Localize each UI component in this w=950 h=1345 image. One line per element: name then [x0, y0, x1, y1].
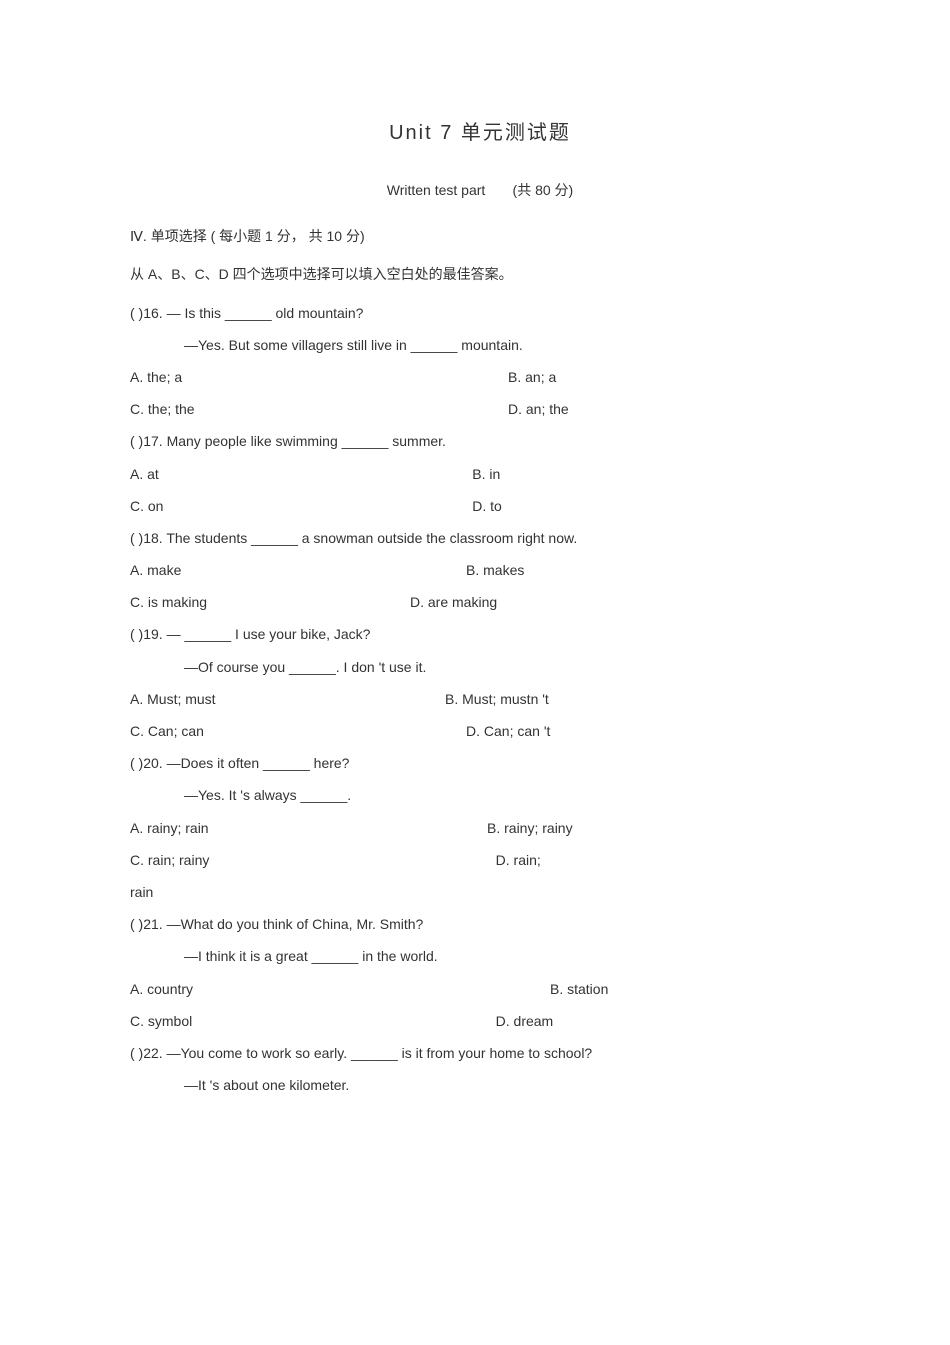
q22-stem: ( )22. —You come to work so early. _____…: [130, 1037, 830, 1069]
q16-optB: B. an; a: [508, 361, 830, 393]
q17-optC: C. on: [130, 490, 460, 522]
subtitle: Written test part (共 80 分): [130, 174, 830, 206]
q16-line2: —Yes. But some villagers still live in _…: [130, 329, 830, 361]
q21-optB: B. station: [550, 973, 830, 1005]
subtitle-left: Written test part: [387, 182, 486, 198]
q16-row1: A. the; a B. an; a: [130, 361, 830, 393]
q19-stem: ( )19. — ______ I use your bike, Jack?: [130, 618, 830, 650]
q19-row2: C. Can; can D. Can; can 't: [130, 715, 830, 747]
section-head: Ⅳ. 单项选择 ( 每小题 1 分， 共 10 分): [130, 220, 830, 252]
q21-optA: A. country: [130, 973, 550, 1005]
q16-stem: ( )16. — Is this ______ old mountain?: [130, 297, 830, 329]
q20-tail: rain: [130, 876, 830, 908]
q20-row1: A. rainy; rain B. rainy; rainy: [130, 812, 830, 844]
q18-row2: C. is making D. are making: [130, 586, 830, 618]
q18-optB: B. makes: [466, 554, 788, 586]
q18-optD: D. are making: [410, 586, 732, 618]
q21-row1: A. country B. station: [130, 973, 830, 1005]
page-title: Unit 7 单元测试题: [130, 110, 830, 156]
q20-line2: —Yes. It 's always ______.: [130, 779, 830, 811]
q19-line2: —Of course you ______. I don 't use it.: [130, 651, 830, 683]
q18-stem: ( )18. The students ______ a snowman out…: [130, 522, 830, 554]
q21-row2: C. symbol D. dream: [130, 1005, 830, 1037]
q18-optA: A. make: [130, 554, 466, 586]
q19-optA: A. Must; must: [130, 683, 445, 715]
q17-optA: A. at: [130, 458, 460, 490]
q20-optB: B. rainy; rainy: [487, 812, 809, 844]
q17-optB: B. in: [460, 458, 830, 490]
q17-row2: C. on D. to: [130, 490, 830, 522]
q20-row2: C. rain; rainy D. rain;: [130, 844, 830, 876]
q17-row1: A. at B. in: [130, 458, 830, 490]
q19-optC: C. Can; can: [130, 715, 466, 747]
q21-optD: D. dream: [484, 1005, 830, 1037]
q21-line2: —I think it is a great ______ in the wor…: [130, 940, 830, 972]
q16-optC: C. the; the: [130, 393, 508, 425]
q21-optC: C. symbol: [130, 1005, 484, 1037]
q19-optD: D. Can; can 't: [466, 715, 788, 747]
q20-optD: D. rain;: [484, 844, 830, 876]
q21-stem: ( )21. —What do you think of China, Mr. …: [130, 908, 830, 940]
q17-stem: ( )17. Many people like swimming ______ …: [130, 425, 830, 457]
q16-optD: D. an; the: [508, 393, 830, 425]
q20-stem: ( )20. —Does it often ______ here?: [130, 747, 830, 779]
q16-optA: A. the; a: [130, 361, 508, 393]
exam-page: Unit 7 单元测试题 Written test part (共 80 分) …: [0, 0, 950, 1345]
q19-row1: A. Must; must B. Must; mustn 't: [130, 683, 830, 715]
q20-optA: A. rainy; rain: [130, 812, 487, 844]
instruction: 从 A、B、C、D 四个选项中选择可以填入空白处的最佳答案。: [130, 258, 830, 290]
q18-row1: A. make B. makes: [130, 554, 830, 586]
q18-optC: C. is making: [130, 586, 410, 618]
subtitle-right: (共 80 分): [513, 182, 574, 198]
q20-optC: C. rain; rainy: [130, 844, 484, 876]
q17-optD: D. to: [460, 490, 830, 522]
q16-row2: C. the; the D. an; the: [130, 393, 830, 425]
q19-optB: B. Must; mustn 't: [445, 683, 767, 715]
q22-line2: —It 's about one kilometer.: [130, 1069, 830, 1101]
